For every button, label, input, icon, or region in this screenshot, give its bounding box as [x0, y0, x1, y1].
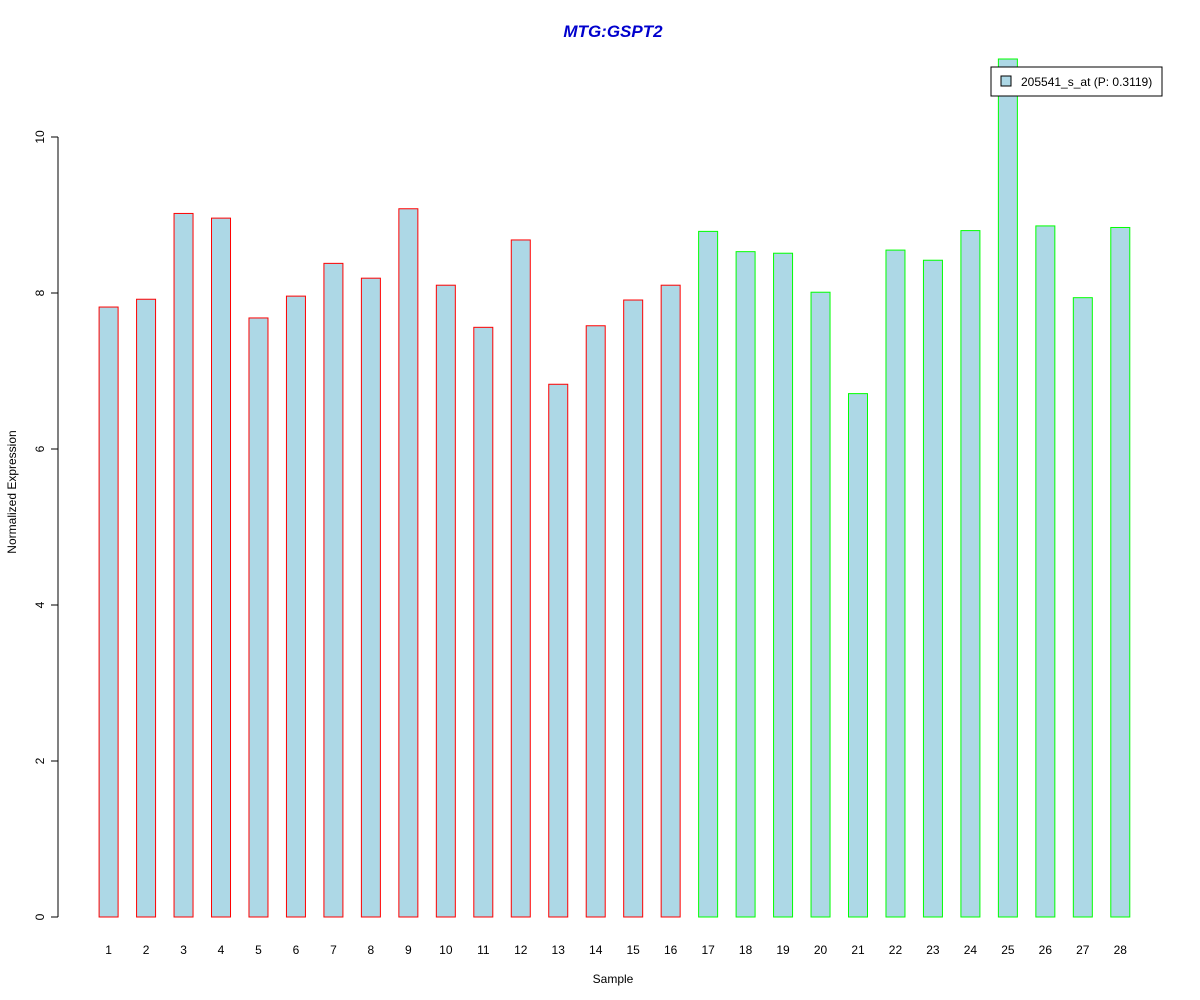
y-tick-label: 2 — [33, 757, 47, 764]
y-tick-label: 0 — [33, 913, 47, 920]
x-tick-label: 4 — [218, 943, 225, 957]
bar — [585, 325, 606, 918]
y-tick-label: 10 — [33, 130, 47, 144]
x-tick-label: 26 — [1039, 943, 1053, 957]
bar — [922, 259, 943, 918]
x-tick-label: 17 — [701, 943, 715, 957]
x-tick-label: 24 — [964, 943, 978, 957]
bar — [435, 284, 456, 918]
bar — [848, 393, 868, 918]
bar — [211, 217, 232, 918]
bar — [735, 251, 756, 918]
bar — [1072, 297, 1093, 918]
bar — [323, 262, 344, 918]
y-tick-label: 6 — [33, 445, 47, 452]
y-tick-label: 4 — [33, 601, 47, 608]
x-tick-label: 12 — [514, 943, 528, 957]
x-tick-label: 2 — [143, 943, 150, 957]
bar — [285, 295, 306, 918]
x-tick-label: 9 — [405, 943, 412, 957]
bar — [173, 212, 194, 918]
bar — [398, 208, 419, 918]
bar — [960, 230, 981, 918]
bar — [136, 298, 157, 918]
x-tick-label: 5 — [255, 943, 262, 957]
x-tick-label: 21 — [851, 943, 865, 957]
bar — [1035, 225, 1056, 918]
x-tick-label: 1 — [105, 943, 112, 957]
x-tick-label: 10 — [439, 943, 453, 957]
legend-label: 205541_s_at (P: 0.3119) — [1021, 75, 1152, 89]
x-axis: 1 2 3 4 5 6 7 8 9 10 11 12 13 14 15 16 17 18 19 20 21 22 23 24 2… — [105, 943, 1127, 957]
legend-swatch — [1000, 75, 1012, 87]
bar — [698, 230, 719, 918]
y-axis: 0 2 4 6 8 10 — [33, 130, 59, 920]
x-tick-label: 25 — [1001, 943, 1015, 957]
bar — [510, 239, 531, 918]
legend: 205541_s_at (P: 0.3119) — [990, 66, 1163, 97]
bar — [997, 58, 1018, 918]
bar — [360, 277, 381, 918]
bar — [548, 383, 569, 918]
x-tick-label: 19 — [776, 943, 790, 957]
x-tick-label: 16 — [664, 943, 678, 957]
bar — [1110, 226, 1131, 918]
y-tick-label: 8 — [33, 289, 47, 296]
x-axis-title: Sample — [593, 972, 634, 986]
bar — [98, 306, 119, 918]
x-tick-label: 22 — [889, 943, 903, 957]
bar — [660, 284, 681, 918]
x-tick-label: 13 — [552, 943, 566, 957]
bars-group — [98, 58, 1131, 918]
x-tick-label: 11 — [477, 943, 490, 957]
bar — [885, 249, 906, 918]
x-tick-label: 15 — [627, 943, 641, 957]
y-axis-title: Normalized Expression — [5, 430, 19, 553]
x-tick-label: 23 — [926, 943, 940, 957]
x-tick-label: 7 — [330, 943, 337, 957]
bar — [248, 317, 269, 918]
x-tick-label: 28 — [1114, 943, 1128, 957]
bar — [623, 299, 644, 918]
x-tick-label: 14 — [589, 943, 603, 957]
x-tick-label: 20 — [814, 943, 828, 957]
x-tick-label: 3 — [180, 943, 187, 957]
x-tick-label: 8 — [368, 943, 375, 957]
bar — [473, 326, 494, 918]
bar — [773, 252, 794, 918]
x-tick-label: 6 — [293, 943, 300, 957]
chart-title: MTG:GSPT2 — [563, 22, 663, 41]
x-tick-label: 18 — [739, 943, 753, 957]
x-tick-label: 27 — [1076, 943, 1090, 957]
bar — [810, 291, 831, 918]
legend-box — [990, 66, 1163, 97]
